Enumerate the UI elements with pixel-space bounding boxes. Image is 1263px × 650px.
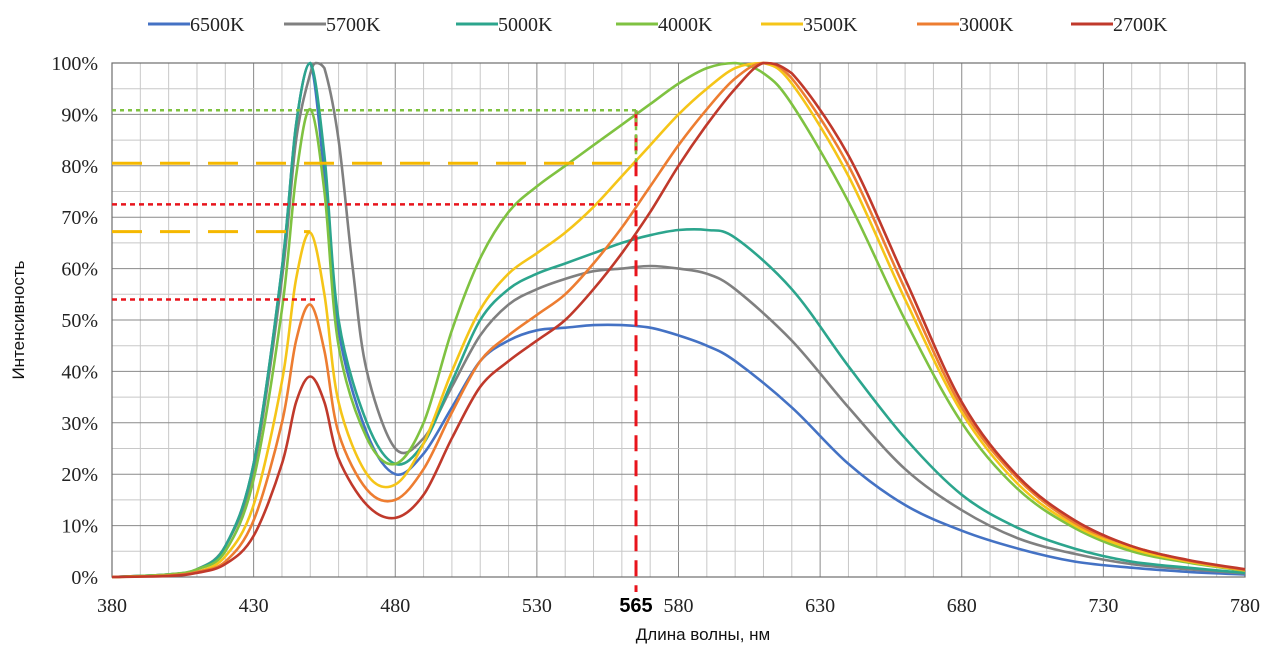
- series-line-5000k: [111, 61, 1246, 579]
- y-tick-label: 40%: [61, 361, 98, 383]
- y-tick-label: 80%: [61, 156, 98, 178]
- legend-label: 5000K: [498, 14, 553, 36]
- plot-frame: [111, 62, 1246, 578]
- x-tick-label: 680: [947, 595, 977, 617]
- y-tick-label: 100%: [51, 53, 98, 75]
- legend: 6500K 5700K 5000K 4000K 3500K 3000K 2700K: [148, 14, 1168, 36]
- y-tick-labels: 0% 10% 20% 30% 40% 50% 60% 70% 80% 90% 100%: [51, 53, 98, 589]
- annotation-lines: 565: [112, 109, 659, 618]
- legend-item-5700k: 5700K: [284, 14, 381, 36]
- series-line-3000k: [111, 61, 1246, 579]
- y-tick-label: 90%: [61, 104, 98, 126]
- y-axis-title: Интенсивность: [9, 260, 28, 379]
- legend-label: 4000K: [658, 14, 713, 36]
- y-tick-label: 30%: [61, 413, 98, 435]
- y-tick-label: 20%: [61, 464, 98, 486]
- y-tick-label: 60%: [61, 259, 98, 281]
- legend-label: 2700K: [1113, 14, 1168, 36]
- legend-item-2700k: 2700K: [1071, 14, 1168, 36]
- legend-item-4000k: 4000K: [616, 14, 713, 36]
- legend-item-3000k: 3000K: [917, 14, 1014, 36]
- y-tick-label: 70%: [61, 207, 98, 229]
- series-lines: [111, 61, 1246, 579]
- legend-item-5000k: 5000K: [456, 14, 553, 36]
- y-tick-label: 10%: [61, 516, 98, 538]
- grid-lines: [112, 63, 1245, 577]
- series-line-3500k: [111, 61, 1246, 579]
- x-tick-label: 480: [380, 595, 410, 617]
- y-tick-label: 0%: [71, 567, 98, 589]
- series-line-4000k: [111, 61, 1246, 579]
- x-tick-labels: 380 430 480 530 580 630 680 730 780: [97, 595, 1260, 617]
- y-tick-label: 50%: [61, 310, 98, 332]
- legend-label: 5700K: [326, 14, 381, 36]
- x-tick-label: 780: [1230, 595, 1260, 617]
- x-tick-label: 730: [1088, 595, 1118, 617]
- legend-label: 3000K: [959, 14, 1014, 36]
- x-tick-label: 530: [522, 595, 552, 617]
- plot-border: [111, 62, 1246, 578]
- x-tick-label: 380: [97, 595, 127, 617]
- legend-label: 3500K: [803, 14, 858, 36]
- x-axis-title: Длина волны, нм: [636, 625, 770, 644]
- x-tick-label: 430: [239, 595, 269, 617]
- marker-label-bg: [612, 592, 659, 618]
- marker-label-565: 565: [619, 595, 652, 617]
- legend-label: 6500K: [190, 14, 245, 36]
- x-tick-label: 580: [664, 595, 694, 617]
- legend-item-6500k: 6500K: [148, 14, 245, 36]
- legend-item-3500k: 3500K: [761, 14, 858, 36]
- x-tick-label: 630: [805, 595, 835, 617]
- series-line-2700k: [111, 61, 1246, 579]
